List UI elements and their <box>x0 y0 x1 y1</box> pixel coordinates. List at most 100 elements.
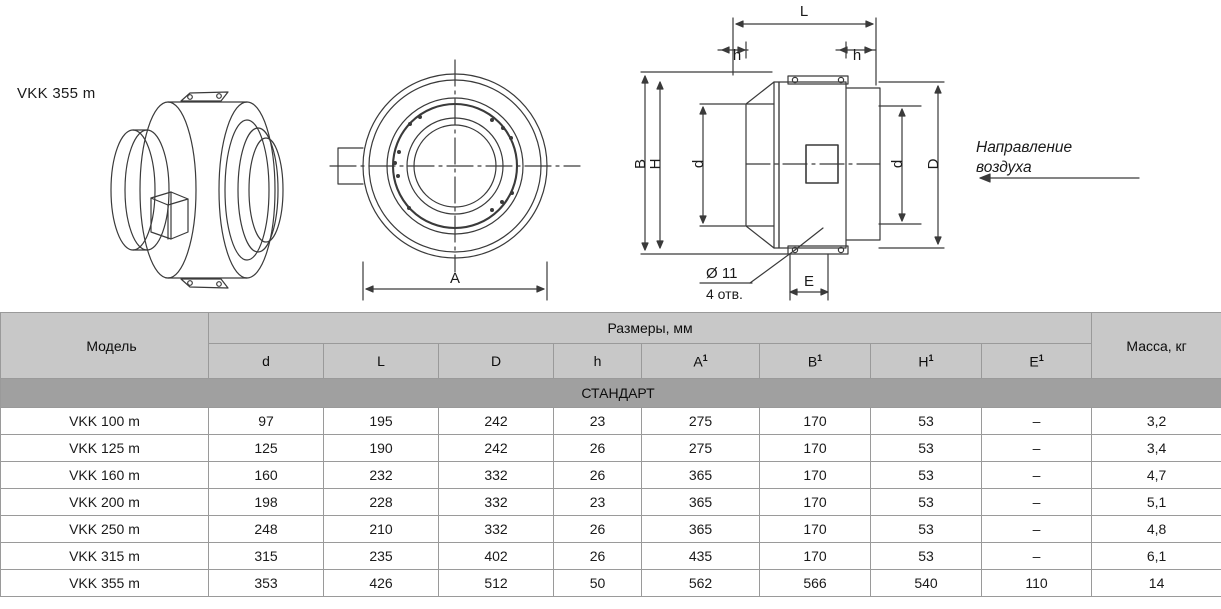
dim-h-right-label: h <box>853 47 861 64</box>
dim-a-label: A <box>450 270 460 287</box>
cell-mass: 3,4 <box>1091 434 1221 462</box>
header-col-B1: B1 <box>759 343 871 379</box>
cell-E1: – <box>980 461 1093 489</box>
table-row: VKK 160 m 160 232 332 26 365 170 53–4,7 <box>0 461 1221 489</box>
cell-E1: – <box>980 515 1093 543</box>
dim-d-outer-label: D <box>925 158 942 169</box>
cell-H1: 53 <box>870 407 982 435</box>
cell-d: 315 <box>208 542 324 570</box>
cell-model: VKK 125 m <box>0 434 209 462</box>
drawings-svg: A <box>110 3 1140 302</box>
header-col-h-text: h <box>593 353 602 369</box>
header-col-H1: H1 <box>870 343 982 379</box>
cell-E1: – <box>980 407 1093 435</box>
header-col-B1-text: B <box>807 353 818 370</box>
cell-mass: 4,7 <box>1091 461 1221 489</box>
cell-d: 198 <box>208 488 324 516</box>
cell-A1: 365 <box>641 488 760 516</box>
header-col-d: d <box>208 343 324 379</box>
cell-h: 26 <box>553 515 642 543</box>
cell-L: 190 <box>323 434 439 462</box>
cell-D: 402 <box>438 542 554 570</box>
cell-E1: – <box>980 488 1093 516</box>
dim-h-big-label: H <box>647 159 664 170</box>
cell-B1: 170 <box>759 515 871 543</box>
cell-H1: 540 <box>870 569 982 597</box>
cell-D: 332 <box>438 488 554 516</box>
front-view-drawing <box>329 59 581 301</box>
cell-h: 26 <box>553 434 642 462</box>
section-label: СТАНДАРТ <box>0 378 1221 408</box>
table-row: VKK 315 m 315 235 402 26 435 170 53–6,1 <box>0 542 1221 570</box>
header-mass: Масса, кг <box>1091 312 1221 379</box>
header-dimensions-group: Размеры, мм <box>207 312 1093 344</box>
table-row: VKK 125 m 125 190 242 26 275 170 53–3,4 <box>0 434 1221 462</box>
cell-L: 235 <box>323 542 439 570</box>
header-model: Модель <box>0 312 209 379</box>
table-header-row-2: d L D h A1 B1 H1 E1 <box>1 343 1221 379</box>
header-col-L-text: L <box>377 353 385 369</box>
header-col-E1: E1 <box>980 343 1093 379</box>
cell-E1: – <box>980 434 1093 462</box>
cell-d: 97 <box>208 407 324 435</box>
cell-d: 160 <box>208 461 324 489</box>
specification-table: Модель Размеры, мм Масса, кг d L D h A1 … <box>0 312 1221 597</box>
airflow-direction-label: Направление воздуха <box>976 139 1073 177</box>
header-col-d-text: d <box>262 353 270 369</box>
cell-mass: 5,1 <box>1091 488 1221 516</box>
cell-h: 26 <box>553 542 642 570</box>
technical-drawings-area: VKK 355 m Направление воздуха <box>17 3 1140 302</box>
cell-D: 512 <box>438 569 554 597</box>
cell-L: 426 <box>323 569 439 597</box>
dim-b-label: B <box>632 159 649 169</box>
airflow-arrow <box>979 173 1140 183</box>
cell-d: 248 <box>208 515 324 543</box>
cell-d: 353 <box>208 569 324 597</box>
cell-D: 332 <box>438 515 554 543</box>
cell-L: 232 <box>323 461 439 489</box>
cell-B1: 170 <box>759 434 871 462</box>
cell-mass: 14 <box>1091 569 1221 597</box>
cell-model: VKK 200 m <box>0 488 209 516</box>
dim-e-label: E <box>804 273 814 290</box>
cell-B1: 170 <box>759 461 871 489</box>
cell-L: 210 <box>323 515 439 543</box>
table-header-row-1: Модель Размеры, мм Масса, кг <box>0 312 1221 379</box>
cell-H1: 53 <box>870 488 982 516</box>
section-header-row: СТАНДАРТ <box>0 378 1221 408</box>
cell-A1: 275 <box>641 407 760 435</box>
dim-h-left-label: h <box>733 47 741 64</box>
cell-model: VKK 160 m <box>0 461 209 489</box>
cell-model: VKK 315 m <box>0 542 209 570</box>
cell-model: VKK 355 m <box>0 569 209 597</box>
cell-mass: 6,1 <box>1091 542 1221 570</box>
cell-A1: 562 <box>641 569 760 597</box>
cell-D: 242 <box>438 434 554 462</box>
table-row: VKK 355 m 353 426 512 50 562 566 540 110 14 <box>0 569 1221 597</box>
isometric-fan-drawing <box>110 91 284 289</box>
cell-H1: 53 <box>870 515 982 543</box>
cell-A1: 365 <box>641 461 760 489</box>
header-col-E1-text: E <box>1029 353 1039 370</box>
header-col-B1-sup: 1 <box>817 352 823 363</box>
cell-model: VKK 100 m <box>0 407 209 435</box>
table-row: VKK 100 m 97 195 242 23 275 170 53–3,2 <box>0 407 1221 435</box>
cell-H1: 53 <box>870 434 982 462</box>
cell-H1: 53 <box>870 542 982 570</box>
header-col-H1-sup: 1 <box>928 352 934 363</box>
cell-A1: 365 <box>641 515 760 543</box>
cell-h: 23 <box>553 407 642 435</box>
cell-mass: 4,8 <box>1091 515 1221 543</box>
cell-H1: 53 <box>870 461 982 489</box>
cell-L: 228 <box>323 488 439 516</box>
section-view-drawing <box>640 17 945 301</box>
cell-E1: – <box>980 542 1093 570</box>
header-col-A1-text: A <box>693 353 703 370</box>
dim-d-right-label: d <box>889 160 906 168</box>
cell-L: 195 <box>323 407 439 435</box>
header-col-E1-sup: 1 <box>1038 352 1044 363</box>
cell-h: 26 <box>553 461 642 489</box>
cell-B1: 170 <box>759 407 871 435</box>
header-col-D-text: D <box>490 353 502 369</box>
header-col-A1-sup: 1 <box>702 352 708 363</box>
